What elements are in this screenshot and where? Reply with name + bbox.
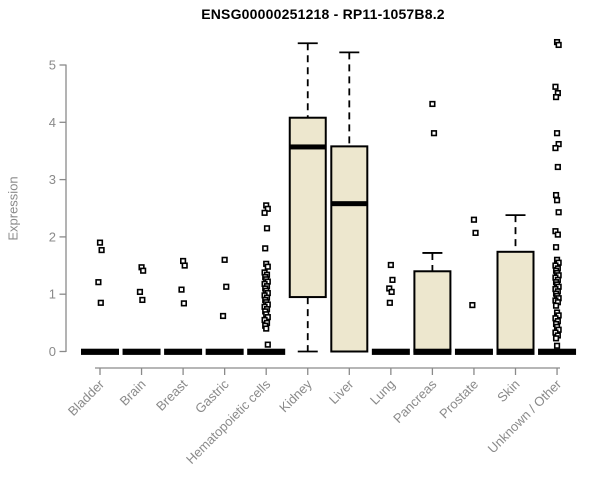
outlier-lung (386, 299, 393, 306)
y-tick-label: 0 (49, 344, 56, 359)
outlier-lung (389, 276, 396, 283)
outlier-brain (136, 288, 144, 296)
median-zero-hematopoietic-cells (247, 348, 286, 355)
x-tick-label: Liver (326, 376, 357, 407)
outlier-unknown-other (552, 244, 560, 251)
median-zero-pancreas (413, 348, 452, 355)
x-tick-label: Gastric (192, 376, 232, 416)
outlier-breast (178, 286, 185, 293)
outlier-hematopoietic-cells (262, 245, 269, 252)
outlier-unknown-other (552, 191, 560, 199)
outlier-bladder (96, 239, 104, 246)
outlier-unknown-other (555, 209, 562, 216)
outlier-unknown-other (552, 144, 559, 152)
outlier-pancreas (430, 130, 438, 137)
outlier-gastric (221, 256, 228, 263)
x-tick-label: Pancreas (390, 376, 440, 426)
x-tick-label: Unknown / Other (485, 376, 565, 456)
median-zero-skin (496, 348, 535, 355)
median-zero-gastric (205, 348, 244, 355)
median-zero-brain (122, 348, 161, 355)
x-tick-label: Lung (367, 377, 398, 408)
y-tick-label: 4 (49, 115, 56, 130)
y-tick-label: 2 (49, 229, 56, 244)
outlier-hematopoietic-cells (264, 205, 271, 212)
outlier-hematopoietic-cells (263, 225, 271, 232)
outlier-lung (388, 288, 395, 296)
chart-title: ENSG00000251218 - RP11-1057B8.2 (201, 6, 445, 22)
outlier-prostate (470, 216, 478, 223)
outlier-breast (180, 300, 188, 307)
median-zero-breast (164, 348, 203, 355)
outlier-hematopoietic-cells (264, 263, 271, 270)
outlier-unknown-other (554, 231, 561, 238)
median-kidney (289, 144, 326, 150)
outlier-prostate (469, 301, 476, 309)
outlier-unknown-other (555, 140, 562, 148)
outlier-brain (140, 267, 147, 274)
outlier-bladder (97, 299, 104, 306)
outlier-unknown-other (552, 335, 560, 342)
median-zero-bladder (81, 348, 119, 355)
outlier-hematopoietic-cells (263, 325, 270, 332)
median-zero-unknown-other (538, 348, 577, 355)
box-pancreas (413, 270, 452, 353)
outlier-unknown-other (552, 83, 559, 90)
outlier-hematopoietic-cells (261, 209, 268, 216)
box-liver (330, 145, 369, 353)
median-zero-lung (371, 348, 410, 355)
median-zero-prostate (454, 348, 493, 355)
outlier-bladder (95, 279, 102, 286)
outlier-prostate (472, 229, 479, 236)
x-tick-label: Kidney (276, 376, 315, 415)
y-tick-label: 5 (49, 58, 56, 73)
x-tick-label: Brain (117, 377, 149, 409)
outlier-gastric (223, 283, 230, 290)
outlier-pancreas (429, 100, 436, 108)
outlier-brain (139, 296, 146, 304)
outlier-hematopoietic-cells (264, 341, 271, 348)
outlier-unknown-other (553, 130, 561, 137)
x-tick-label: Skin (494, 377, 522, 405)
box-skin (496, 250, 535, 353)
y-tick-label: 3 (49, 172, 56, 187)
outlier-breast (181, 262, 188, 269)
y-tick-label: 1 (49, 287, 56, 302)
outlier-unknown-other (552, 93, 560, 101)
x-tick-label: Breast (153, 376, 190, 413)
outlier-lung (387, 261, 394, 269)
outlier-gastric (219, 312, 227, 320)
outlier-unknown-other (552, 302, 560, 309)
median-liver (331, 201, 368, 207)
outlier-unknown-other (554, 163, 561, 171)
outlier-unknown-other (555, 41, 562, 49)
outlier-unknown-other (553, 197, 561, 204)
outlier-bladder (98, 246, 105, 254)
x-tick-label: Bladder (65, 376, 108, 419)
x-tick-label: Prostate (436, 377, 481, 422)
outlier-unknown-other (553, 342, 561, 349)
